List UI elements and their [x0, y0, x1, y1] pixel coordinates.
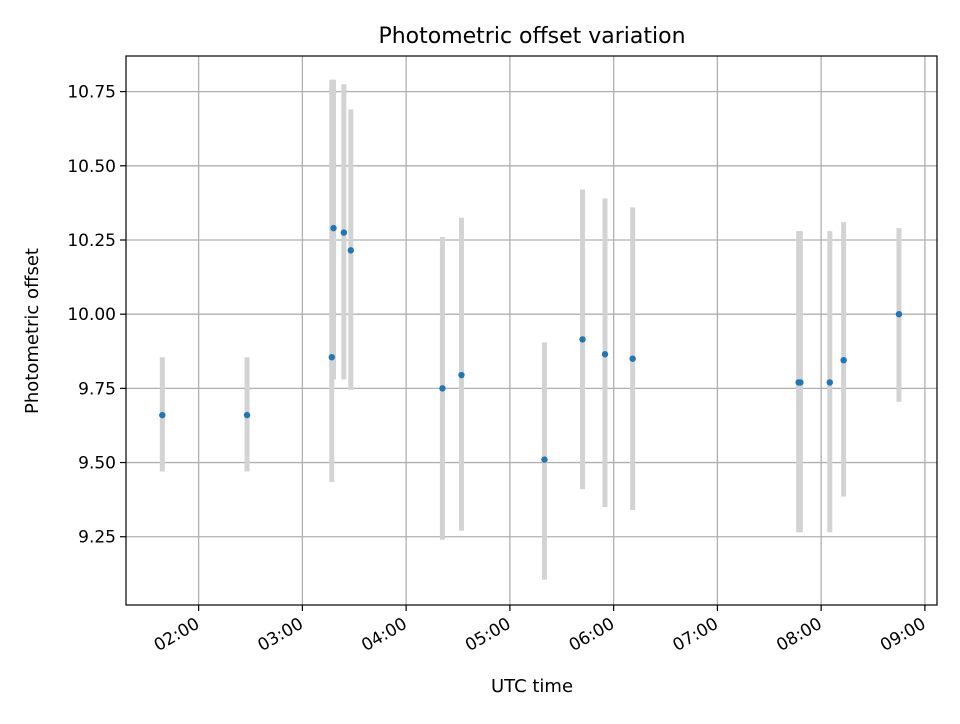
data-point	[840, 356, 847, 364]
chart-title: Photometric offset variation	[378, 24, 685, 49]
y-tick-label: 9.75	[78, 379, 116, 399]
data-point	[340, 229, 348, 236]
y-axis-ticks: 9.25 9.50 9.75 10.00 10.25 10.50 10.75	[67, 83, 126, 548]
y-tick-label: 9.25	[78, 528, 116, 548]
data-point	[159, 411, 166, 419]
x-axis-label: UTC time	[491, 676, 573, 697]
data-points	[159, 224, 903, 463]
y-tick-label: 10.50	[67, 157, 116, 177]
data-point	[797, 379, 804, 386]
y-tick-label: 9.50	[78, 454, 116, 474]
data-point	[243, 411, 251, 419]
data-point	[601, 351, 609, 358]
data-point	[347, 247, 354, 254]
y-tick-label: 10.00	[67, 305, 116, 325]
data-point	[579, 336, 586, 343]
y-axis-label: Photometric offset	[22, 248, 43, 414]
plot-frame	[125, 55, 938, 606]
data-point	[328, 354, 335, 361]
y-tick-label: 10.75	[67, 83, 116, 103]
data-point	[541, 456, 548, 463]
data-point	[826, 379, 833, 386]
data-point	[330, 224, 337, 232]
data-point	[895, 310, 903, 318]
y-tick-label: 10.25	[67, 231, 116, 251]
data-point	[439, 385, 446, 392]
data-point	[458, 371, 465, 379]
data-point	[629, 355, 636, 362]
